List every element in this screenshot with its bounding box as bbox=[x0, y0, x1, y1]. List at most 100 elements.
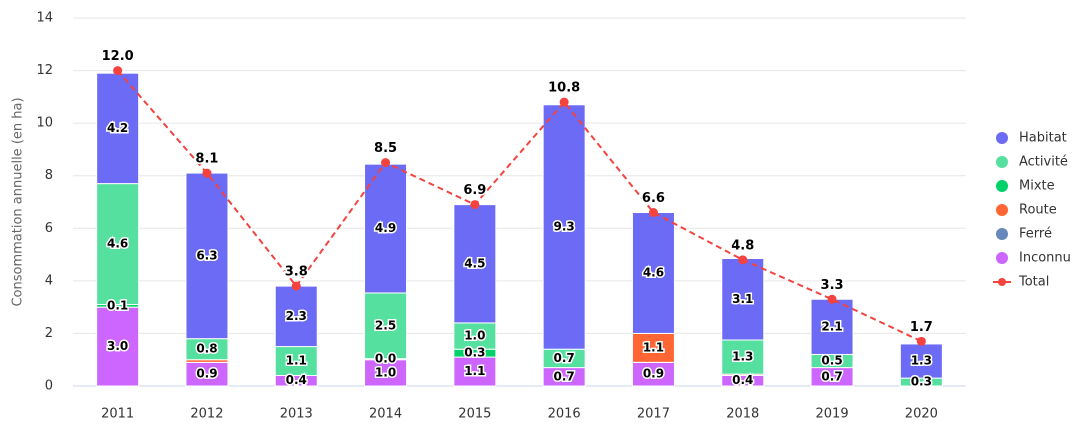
total-label: 1.7 bbox=[910, 320, 933, 335]
x-tick-label: 2018 bbox=[726, 407, 759, 422]
total-point bbox=[916, 336, 926, 346]
legend-swatch bbox=[996, 252, 1008, 264]
x-tick-label: 2015 bbox=[458, 407, 491, 422]
data-label: 0.1 bbox=[107, 298, 128, 312]
data-label: 4.2 bbox=[107, 121, 128, 135]
y-tick-label: 10 bbox=[36, 116, 53, 131]
total-point bbox=[738, 255, 748, 265]
total-label: 6.9 bbox=[463, 183, 486, 198]
legend-label: Mixte bbox=[1019, 179, 1055, 194]
total-label: 10.8 bbox=[548, 81, 580, 96]
total-label: 8.5 bbox=[374, 141, 397, 156]
data-label: 0.8 bbox=[196, 342, 217, 356]
legend-label: Inconnu bbox=[1019, 251, 1071, 266]
x-tick-label: 2016 bbox=[548, 407, 581, 422]
bar-segment bbox=[631, 332, 675, 363]
data-label: 0.7 bbox=[554, 351, 575, 365]
y-tick-label: 6 bbox=[45, 221, 53, 236]
data-label: 3.1 bbox=[732, 292, 753, 306]
legend-label: Ferré bbox=[1019, 227, 1052, 242]
total-point bbox=[470, 200, 480, 210]
y-tick-label: 4 bbox=[45, 273, 53, 288]
legend-label: Route bbox=[1019, 203, 1057, 218]
bar-segment bbox=[274, 285, 318, 348]
legend-swatch bbox=[998, 278, 1006, 286]
total-point bbox=[202, 168, 212, 178]
bar-segment bbox=[96, 306, 140, 387]
data-label: 0.7 bbox=[554, 369, 575, 383]
bar-segment bbox=[721, 339, 765, 375]
data-label: 1.1 bbox=[464, 364, 485, 378]
x-tick-label: 2014 bbox=[369, 407, 402, 422]
legend-label: Activité bbox=[1019, 155, 1068, 170]
bar-segment bbox=[453, 204, 497, 324]
bar-segment bbox=[899, 343, 943, 379]
total-label: 3.3 bbox=[821, 278, 844, 293]
legend-swatch bbox=[996, 180, 1008, 192]
data-label: 4.9 bbox=[375, 221, 396, 235]
data-label: 0.3 bbox=[464, 346, 485, 360]
total-label: 8.1 bbox=[195, 152, 218, 167]
data-label: 0.0 bbox=[375, 352, 396, 366]
data-label: 0.9 bbox=[643, 367, 664, 381]
x-tick-label: 2017 bbox=[637, 407, 670, 422]
y-axis-label: Consommation annuelle (en ha) bbox=[11, 97, 26, 306]
legend-swatch bbox=[996, 204, 1008, 216]
data-label: 3.0 bbox=[107, 339, 128, 353]
data-label: 1.0 bbox=[464, 329, 485, 343]
data-label: 2.3 bbox=[286, 309, 307, 323]
y-tick-label: 8 bbox=[45, 168, 53, 183]
y-tick-label: 2 bbox=[45, 326, 53, 341]
total-line bbox=[116, 69, 922, 343]
x-tick-label: 2011 bbox=[101, 407, 134, 422]
x-tick-label: 2019 bbox=[816, 407, 849, 422]
data-label: 0.3 bbox=[911, 375, 932, 389]
bar-segment bbox=[721, 258, 765, 341]
bar-segment bbox=[453, 356, 497, 387]
data-label: 0.9 bbox=[196, 367, 217, 381]
data-label: 1.3 bbox=[911, 354, 932, 368]
bar-segment bbox=[810, 298, 854, 355]
total-label: 6.6 bbox=[642, 191, 665, 206]
y-tick-label: 14 bbox=[36, 11, 53, 26]
data-label: 1.0 bbox=[375, 365, 396, 379]
total-label: 3.8 bbox=[285, 265, 308, 280]
data-label: 6.3 bbox=[196, 248, 217, 262]
data-label: 4.6 bbox=[107, 237, 128, 251]
data-label: 4.5 bbox=[464, 256, 485, 270]
total-point bbox=[113, 66, 123, 76]
data-label: 0.4 bbox=[732, 373, 753, 387]
data-label: 9.3 bbox=[554, 219, 575, 233]
x-tick-label: 2020 bbox=[905, 407, 938, 422]
data-label: 1.3 bbox=[732, 350, 753, 364]
data-label: 0.7 bbox=[821, 369, 842, 383]
data-label: 1.1 bbox=[643, 340, 664, 354]
data-label: 0.5 bbox=[821, 354, 842, 368]
total-label: 4.8 bbox=[731, 238, 754, 253]
legend-swatch bbox=[996, 228, 1008, 240]
bar-segment bbox=[274, 346, 318, 376]
total-point bbox=[291, 281, 301, 291]
legend-swatch bbox=[996, 132, 1008, 144]
data-label: 1.1 bbox=[286, 354, 307, 368]
total-label: 12.0 bbox=[102, 49, 134, 64]
data-label: 2.5 bbox=[375, 318, 396, 332]
legend-swatch bbox=[996, 156, 1008, 168]
x-tick-label: 2013 bbox=[280, 407, 313, 422]
bar-segment bbox=[185, 172, 229, 340]
total-point bbox=[559, 97, 569, 107]
bar-segment bbox=[364, 359, 408, 387]
data-label: 2.1 bbox=[821, 319, 842, 333]
data-label: 0.4 bbox=[286, 373, 307, 387]
bar-segment bbox=[96, 183, 140, 306]
total-point bbox=[381, 158, 391, 168]
x-tick-label: 2012 bbox=[190, 407, 223, 422]
y-tick-label: 0 bbox=[45, 379, 53, 394]
y-tick-label: 12 bbox=[36, 63, 53, 78]
total-point bbox=[827, 294, 837, 304]
data-label: 4.6 bbox=[643, 265, 664, 279]
legend-label: Habitat bbox=[1019, 131, 1067, 146]
bar-segment bbox=[364, 163, 408, 294]
bar-segment bbox=[96, 72, 140, 185]
